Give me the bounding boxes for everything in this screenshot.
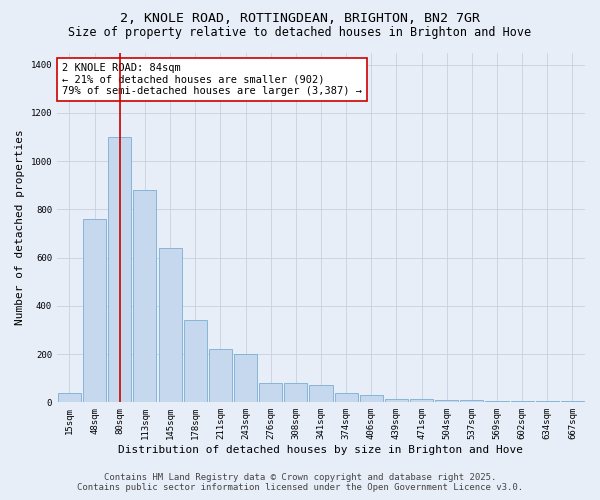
Bar — [58, 392, 81, 402]
Text: Contains HM Land Registry data © Crown copyright and database right 2025.
Contai: Contains HM Land Registry data © Crown c… — [77, 473, 523, 492]
Bar — [460, 400, 484, 402]
Bar — [410, 398, 433, 402]
Bar — [184, 320, 207, 402]
Bar — [284, 383, 307, 402]
X-axis label: Distribution of detached houses by size in Brighton and Hove: Distribution of detached houses by size … — [118, 445, 523, 455]
Bar — [435, 400, 458, 402]
Text: Size of property relative to detached houses in Brighton and Hove: Size of property relative to detached ho… — [68, 26, 532, 39]
Text: 2, KNOLE ROAD, ROTTINGDEAN, BRIGHTON, BN2 7GR: 2, KNOLE ROAD, ROTTINGDEAN, BRIGHTON, BN… — [120, 12, 480, 26]
Y-axis label: Number of detached properties: Number of detached properties — [15, 130, 25, 326]
Bar — [83, 219, 106, 402]
Bar — [209, 350, 232, 403]
Bar — [385, 398, 408, 402]
Bar — [536, 401, 559, 402]
Bar — [310, 386, 332, 402]
Bar — [335, 392, 358, 402]
Bar — [158, 248, 182, 402]
Bar — [259, 383, 282, 402]
Text: 2 KNOLE ROAD: 84sqm
← 21% of detached houses are smaller (902)
79% of semi-detac: 2 KNOLE ROAD: 84sqm ← 21% of detached ho… — [62, 63, 362, 96]
Bar — [359, 395, 383, 402]
Bar — [511, 401, 534, 402]
Bar — [561, 401, 584, 402]
Bar — [234, 354, 257, 403]
Bar — [108, 137, 131, 402]
Bar — [485, 401, 509, 402]
Bar — [133, 190, 157, 402]
